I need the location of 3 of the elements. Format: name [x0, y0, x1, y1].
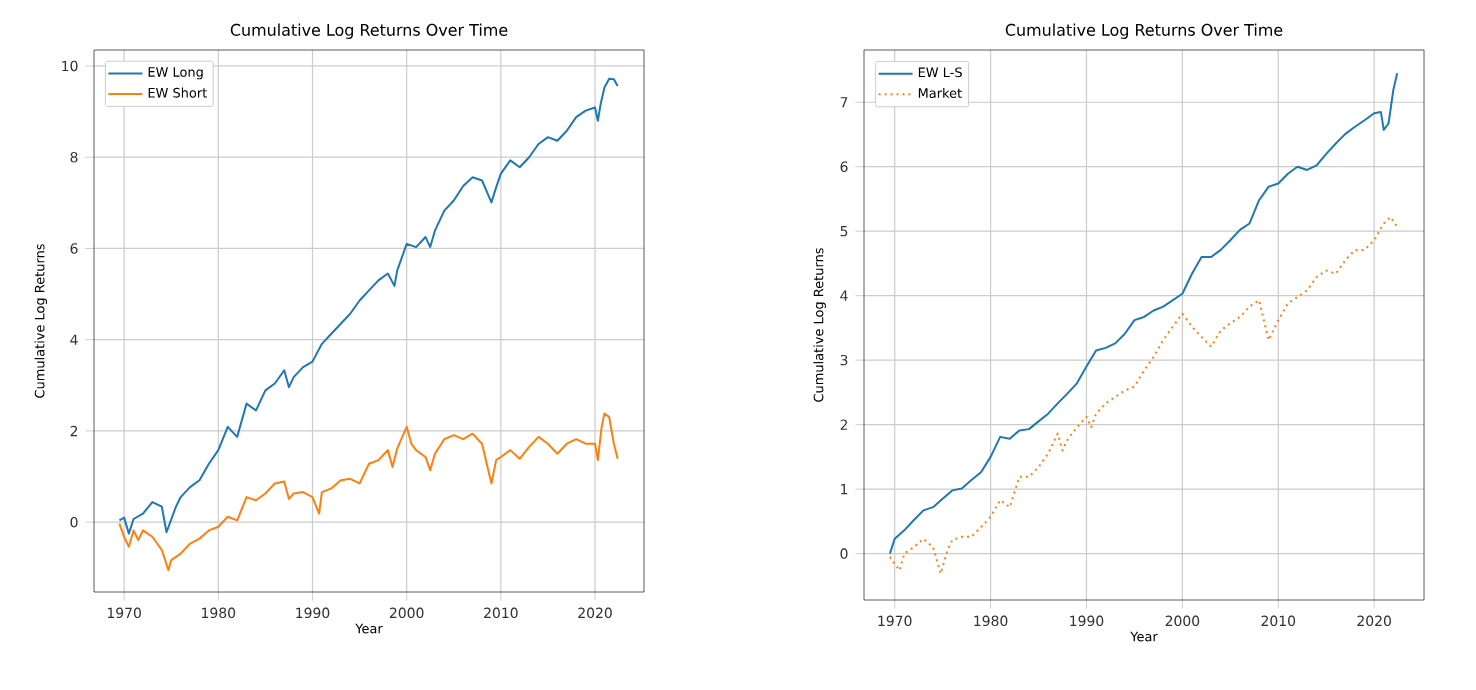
- line-series: [888, 216, 1399, 575]
- line-series: [118, 412, 619, 572]
- line-series: [118, 77, 619, 535]
